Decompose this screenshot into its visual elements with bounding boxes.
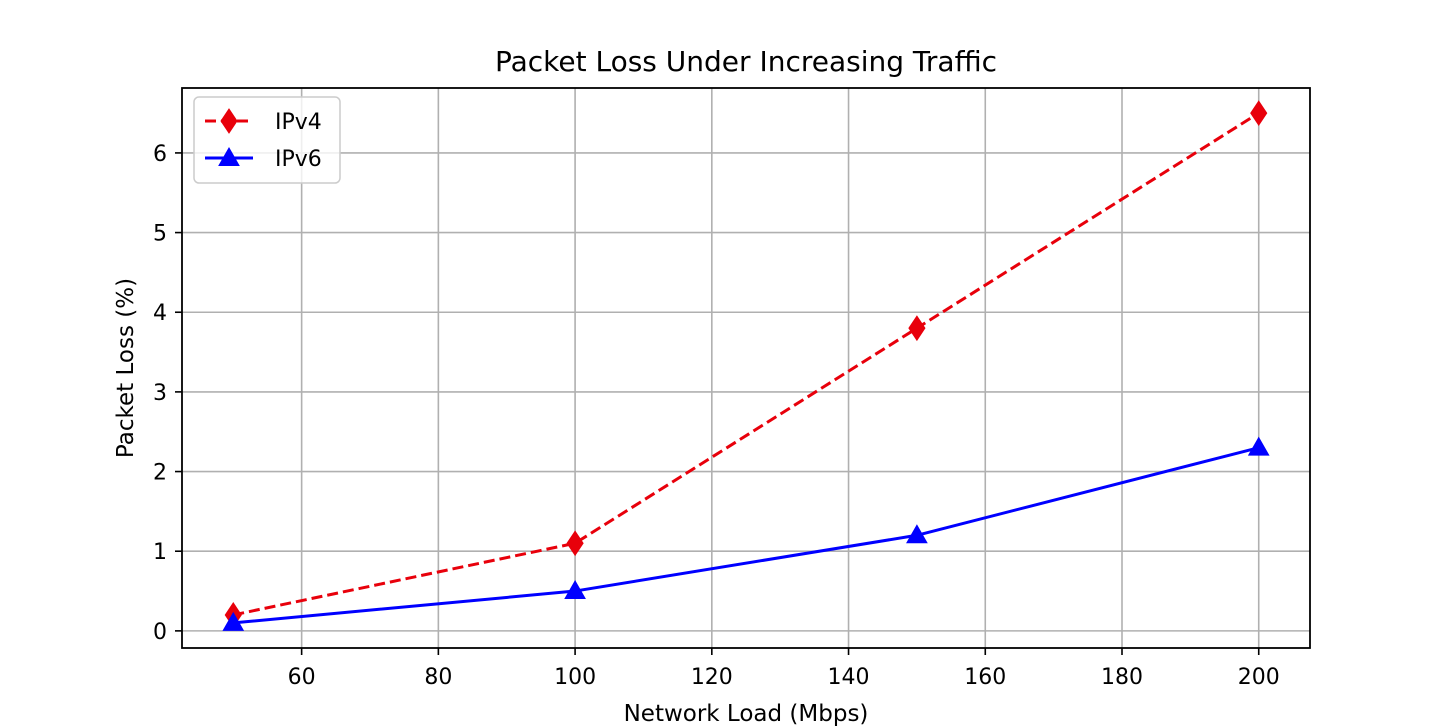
x-tick-label: 80 <box>424 665 452 690</box>
y-tick-label: 4 <box>153 301 167 326</box>
chart-title: Packet Loss Under Increasing Traffic <box>495 45 997 78</box>
y-tick-label: 1 <box>153 540 167 565</box>
y-tick-label: 3 <box>153 381 167 406</box>
y-axis-label: Packet Loss (%) <box>113 278 139 458</box>
legend-entry-ipv4: IPv4 <box>205 108 322 135</box>
x-tick-label: 140 <box>828 665 870 690</box>
x-tick-label: 100 <box>554 665 596 690</box>
series-line-ipv4 <box>232 111 1260 617</box>
data-point-ipv4 <box>908 315 926 342</box>
legend-label-ipv4: IPv4 <box>275 110 322 135</box>
series-ipv4 <box>224 100 1268 628</box>
legend-entry-ipv6: IPv6 <box>205 146 322 172</box>
legend-marker-ipv4 <box>220 108 238 134</box>
data-point-ipv6 <box>222 611 245 631</box>
series-ipv6 <box>222 436 1270 631</box>
y-tick-label: 5 <box>153 222 167 247</box>
axes-frame <box>181 87 1311 649</box>
x-tick-label: 200 <box>1238 665 1280 690</box>
data-point-ipv6 <box>1247 436 1270 456</box>
series-layer <box>222 100 1270 631</box>
data-point-ipv4 <box>566 530 584 557</box>
y-tick-label: 0 <box>153 620 167 645</box>
data-point-ipv4 <box>1250 100 1268 126</box>
legend-label-ipv6: IPv6 <box>275 147 322 172</box>
x-tick-label: 160 <box>964 665 1006 690</box>
x-axis-label: Network Load (Mbps) <box>624 701 869 727</box>
series-line-ipv6 <box>233 446 1260 625</box>
legend-marker-ipv6 <box>218 146 240 166</box>
x-tick-label: 120 <box>691 665 733 690</box>
grid-layer <box>182 88 1310 648</box>
x-tick-label: 180 <box>1101 665 1143 690</box>
y-tick-label: 6 <box>153 142 167 167</box>
x-tick-label: 60 <box>288 665 316 690</box>
tick-layer: 60 80 100 120 140 160 180 200 0 1 2 3 4 5 6 <box>153 142 1280 690</box>
data-point-ipv6 <box>564 580 586 600</box>
y-tick-label: 2 <box>153 461 167 486</box>
data-point-ipv6 <box>906 524 928 544</box>
legend: IPv4 IPv6 <box>193 96 341 184</box>
